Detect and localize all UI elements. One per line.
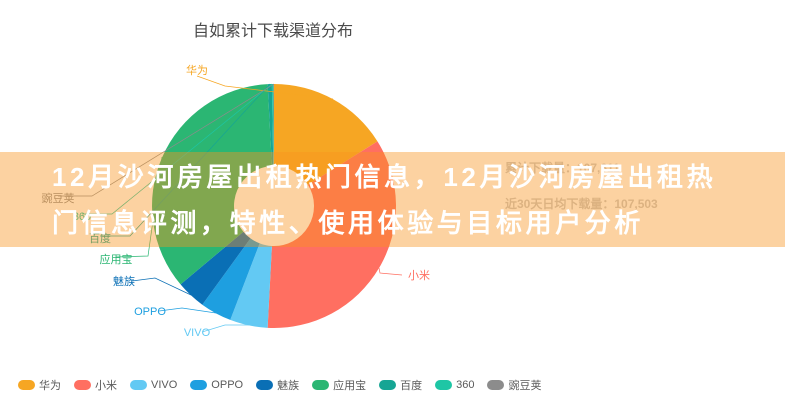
svg-text:小米: 小米 [408,269,430,282]
svg-text:应用宝: 应用宝 [100,252,133,266]
svg-text:魅族: 魅族 [113,274,135,288]
svg-text:VIVO: VIVO [184,327,211,339]
svg-text:华为: 华为 [186,63,208,77]
svg-text:OPPO: OPPO [134,306,166,318]
